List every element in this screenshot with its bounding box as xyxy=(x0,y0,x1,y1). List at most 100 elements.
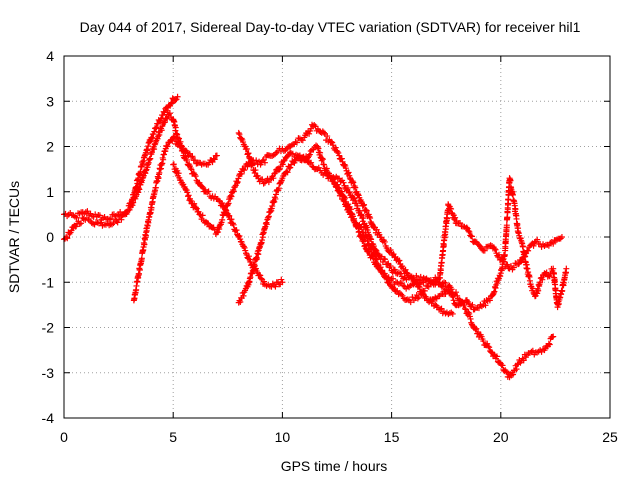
data-point-interp xyxy=(324,133,331,140)
data-point-interp xyxy=(346,188,353,195)
data-point-interp xyxy=(366,213,373,220)
data-point-interp xyxy=(237,299,244,306)
data-series-track-4 xyxy=(170,121,456,318)
x-axis-label: GPS time / hours xyxy=(281,458,388,474)
data-point-interp xyxy=(468,233,475,240)
data-point-interp xyxy=(179,147,186,154)
x-tick-label: 25 xyxy=(602,429,618,445)
data-point-interp xyxy=(137,169,144,176)
data-point-interp xyxy=(280,158,287,165)
data-point-interp xyxy=(153,124,160,131)
data-point-interp xyxy=(402,266,409,273)
data-point-interp xyxy=(284,169,291,176)
data-point-interp xyxy=(468,321,475,328)
data-point-interp xyxy=(292,157,299,164)
data-point-interp xyxy=(438,305,445,312)
data-point xyxy=(563,265,570,272)
data-point-interp xyxy=(473,325,480,332)
data-point-interp xyxy=(482,302,489,309)
data-point-interp xyxy=(107,215,114,222)
data-point-interp xyxy=(78,220,85,227)
data-point-interp xyxy=(73,214,80,221)
data-point-interp xyxy=(396,290,403,297)
data-point-interp xyxy=(260,180,267,187)
data-point-interp xyxy=(539,276,546,283)
data-point-interp xyxy=(338,155,345,162)
data-point-interp xyxy=(306,130,313,137)
y-tick-label: 4 xyxy=(46,48,54,64)
x-tick-labels: 0 5 10 15 20 25 xyxy=(60,429,618,445)
data-point-interp xyxy=(481,247,488,254)
data-point-interp xyxy=(528,348,535,355)
y-tick-label: 0 xyxy=(46,229,54,245)
data-point-interp xyxy=(485,343,492,350)
data-point-interp xyxy=(243,145,250,152)
data-point-interp xyxy=(289,150,296,157)
data-point-interp xyxy=(341,195,348,202)
data-point-interp xyxy=(414,295,421,302)
data-point xyxy=(558,234,565,240)
data-point-interp xyxy=(64,235,71,242)
data-point-interp xyxy=(259,176,266,183)
data-series-track-5 xyxy=(235,129,452,306)
data-point xyxy=(248,161,255,168)
data-point-interp xyxy=(152,125,159,132)
data-point-interp xyxy=(368,220,375,227)
data-point-interp xyxy=(303,155,310,162)
data-point-interp xyxy=(448,205,455,212)
data-point-interp xyxy=(355,191,361,198)
data-point-interp xyxy=(484,340,491,347)
data-point-interp xyxy=(354,202,361,209)
data-point-interp xyxy=(347,206,354,213)
data-point-interp xyxy=(182,153,189,160)
data-point-interp xyxy=(163,115,170,122)
data-point-interp xyxy=(546,341,553,348)
data-point-interp xyxy=(475,242,482,249)
data-point-interp xyxy=(249,160,256,167)
data-point-interp xyxy=(524,265,531,272)
y-tick-label: -1 xyxy=(42,274,55,290)
data-point-interp xyxy=(184,156,191,163)
data-point-interp xyxy=(513,366,520,373)
data-point-interp xyxy=(170,161,177,168)
data-point-interp xyxy=(172,124,179,131)
x-tick-label: 15 xyxy=(384,429,400,445)
data-point-interp xyxy=(370,255,377,262)
data-point xyxy=(187,197,194,204)
data-point xyxy=(445,202,452,209)
data-point-interp xyxy=(241,167,248,174)
data-point xyxy=(242,247,249,254)
data-point-interp xyxy=(486,344,493,351)
data-point-interp xyxy=(433,278,440,285)
data-point-interp xyxy=(535,287,542,294)
data-series xyxy=(61,93,570,381)
data-point-interp xyxy=(245,253,252,260)
data-point-interp xyxy=(160,156,167,163)
y-tick-label: 1 xyxy=(46,184,54,200)
data-point-interp xyxy=(510,264,517,271)
data-point-interp xyxy=(362,242,369,249)
data-point-interp xyxy=(265,179,272,186)
data-point-interp xyxy=(188,166,195,173)
data-point-interp xyxy=(236,232,243,239)
data-point-interp xyxy=(514,361,521,368)
data-point-interp xyxy=(372,260,379,267)
data-point-interp xyxy=(220,203,227,210)
data-point-interp xyxy=(271,170,278,177)
data-point-interp xyxy=(403,276,410,283)
data-point-interp xyxy=(373,248,380,255)
data-point-interp xyxy=(395,269,402,276)
data-point-interp xyxy=(452,214,459,221)
data-point-interp xyxy=(442,280,449,287)
data-point-interp xyxy=(73,223,80,230)
data-point-interp xyxy=(244,163,251,170)
gridlines xyxy=(64,56,610,418)
data-point-interp xyxy=(507,177,514,184)
chart-title: Day 044 of 2017, Sidereal Day-to-day VTE… xyxy=(80,19,581,35)
data-point-interp xyxy=(336,185,343,192)
data-point-interp xyxy=(287,164,294,171)
data-point-interp xyxy=(390,275,397,282)
data-point-interp xyxy=(449,293,456,300)
data-point-interp xyxy=(251,170,258,177)
data-point-interp xyxy=(164,143,171,150)
